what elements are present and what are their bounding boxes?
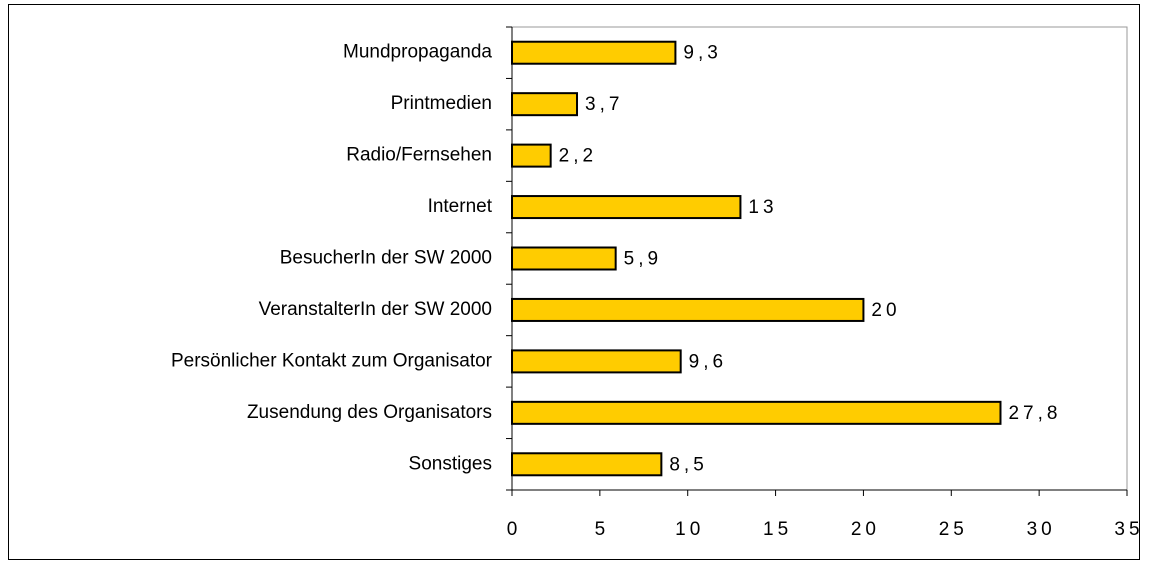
- y-tick-label: Zusendung des Organisators: [247, 402, 492, 423]
- bar: [511, 400, 1002, 425]
- y-tick-label: Mundpropaganda: [343, 42, 492, 63]
- bar: [511, 246, 617, 271]
- bar: [511, 297, 865, 322]
- data-label: 8,5: [669, 454, 707, 475]
- data-label: 20: [871, 300, 900, 321]
- x-tick-label: 5: [595, 519, 610, 540]
- bar: [511, 195, 742, 220]
- y-tick-label: Persönlicher Kontakt zum Organisator: [171, 350, 493, 371]
- data-label: 27,8: [1008, 403, 1061, 424]
- data-label: 9,3: [683, 43, 721, 64]
- y-tick-label: VeranstalterIn der SW 2000: [259, 299, 492, 320]
- x-tick-label: 15: [763, 519, 792, 540]
- x-tick-label: 30: [1027, 519, 1056, 540]
- data-label: 9,6: [689, 351, 727, 372]
- data-label: 5,9: [624, 249, 662, 270]
- x-tick-label: 20: [851, 519, 880, 540]
- data-label: 13: [748, 197, 777, 218]
- data-label: 3,7: [585, 94, 623, 115]
- y-tick-label: Printmedien: [391, 93, 492, 114]
- bar: [511, 92, 579, 117]
- bar: [511, 349, 682, 374]
- x-tick-label: 25: [939, 519, 968, 540]
- bar: [511, 452, 663, 477]
- y-tick-label: BesucherIn der SW 2000: [280, 248, 492, 269]
- data-label: 2,2: [559, 146, 597, 167]
- chart-border: [8, 4, 1140, 560]
- x-tick-label: 0: [507, 519, 522, 540]
- y-tick-label: Radio/Fernsehen: [346, 145, 492, 166]
- x-tick-label: 35: [1114, 519, 1143, 540]
- bar: [511, 143, 552, 168]
- bar: [511, 40, 677, 65]
- y-tick-label: Sonstiges: [409, 453, 492, 474]
- x-tick-label: 10: [675, 519, 704, 540]
- y-tick-label: Internet: [428, 196, 493, 217]
